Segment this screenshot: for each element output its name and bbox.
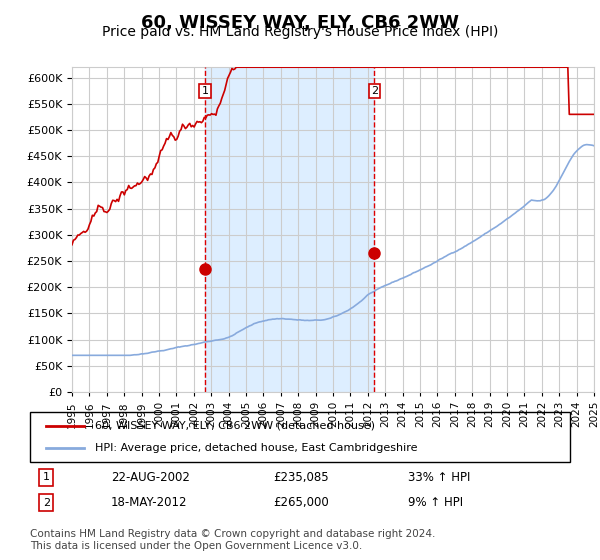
Text: £235,085: £235,085	[273, 471, 329, 484]
Text: Price paid vs. HM Land Registry's House Price Index (HPI): Price paid vs. HM Land Registry's House …	[102, 25, 498, 39]
Text: 2: 2	[43, 498, 50, 507]
Text: 18-MAY-2012: 18-MAY-2012	[111, 496, 187, 509]
Text: 1: 1	[43, 473, 50, 482]
Text: 2: 2	[371, 86, 378, 96]
Text: £265,000: £265,000	[273, 496, 329, 509]
Text: HPI: Average price, detached house, East Cambridgeshire: HPI: Average price, detached house, East…	[95, 443, 418, 453]
Text: 9% ↑ HPI: 9% ↑ HPI	[408, 496, 463, 509]
Text: 60, WISSEY WAY, ELY, CB6 2WW: 60, WISSEY WAY, ELY, CB6 2WW	[141, 14, 459, 32]
Bar	[205, 67, 374, 392]
Text: 1: 1	[202, 86, 208, 96]
Text: Contains HM Land Registry data © Crown copyright and database right 2024.
This d: Contains HM Land Registry data © Crown c…	[30, 529, 436, 551]
Text: 33% ↑ HPI: 33% ↑ HPI	[408, 471, 470, 484]
Text: 60, WISSEY WAY, ELY, CB6 2WW (detached house): 60, WISSEY WAY, ELY, CB6 2WW (detached h…	[95, 421, 375, 431]
Text: 22-AUG-2002: 22-AUG-2002	[111, 471, 190, 484]
